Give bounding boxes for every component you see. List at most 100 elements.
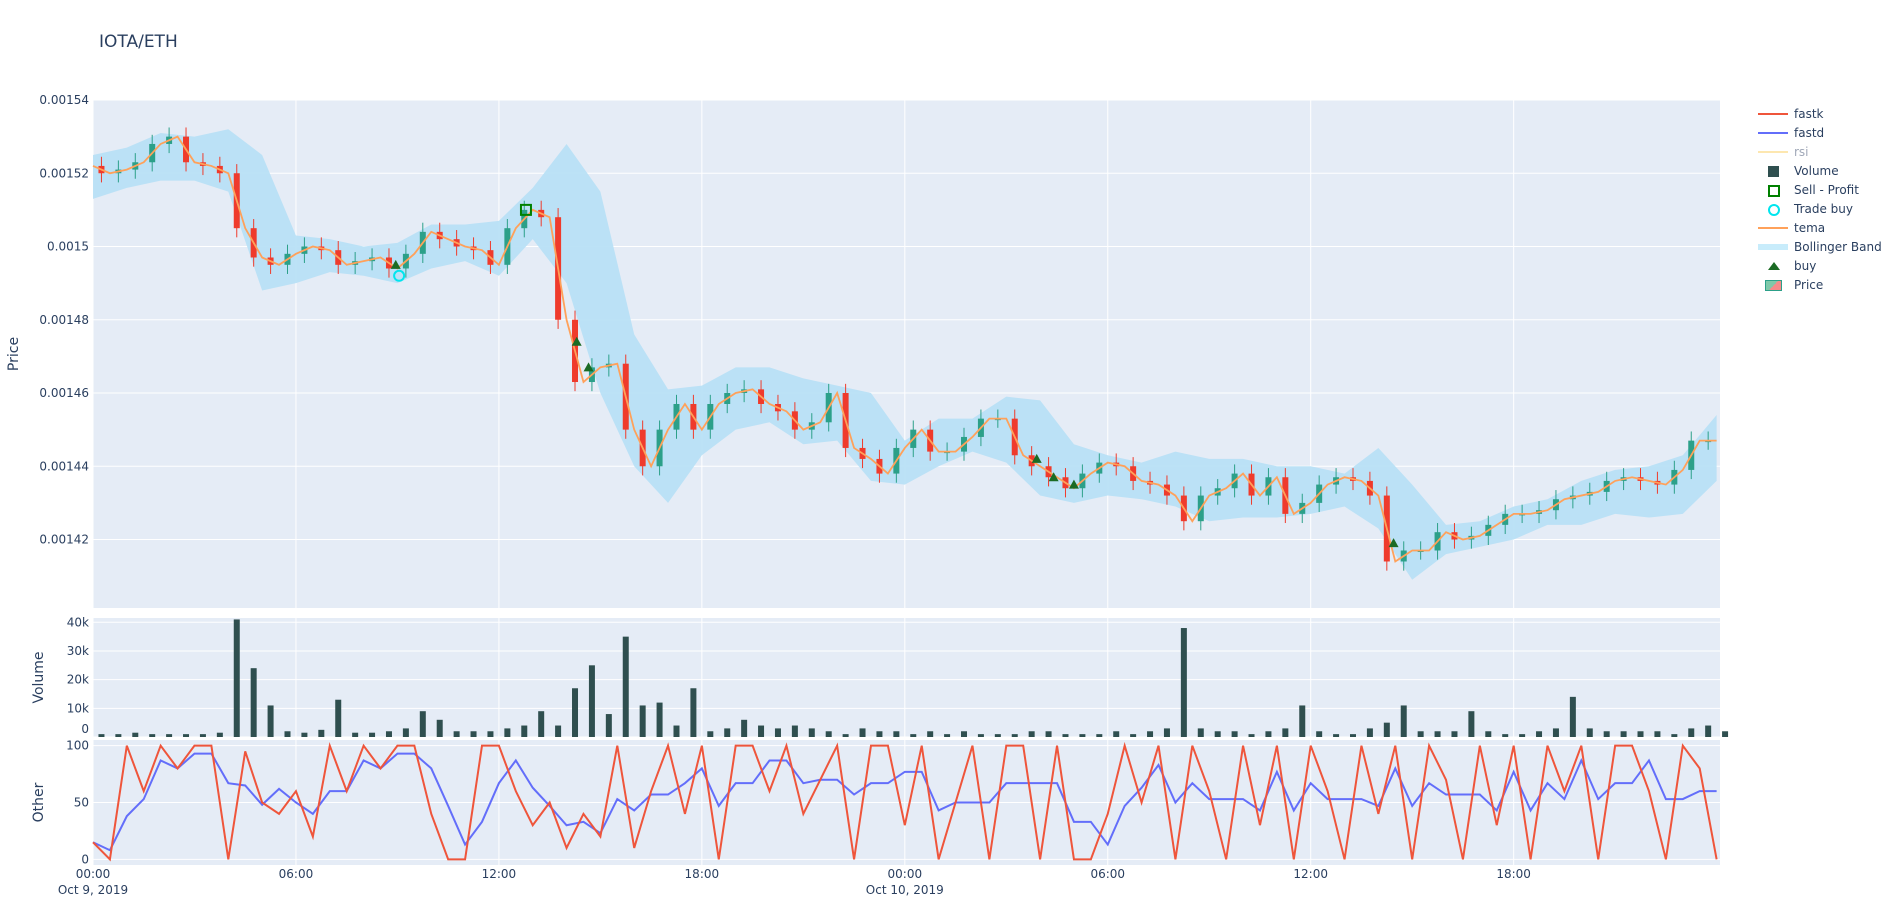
x-tick-sublabel: Oct 10, 2019: [866, 883, 944, 897]
volume-bar: [1045, 731, 1052, 737]
volume-bar: [132, 732, 139, 737]
volume-bar: [1333, 734, 1340, 737]
volume-bar: [1231, 731, 1238, 737]
y-tick-label: 40k: [67, 615, 89, 629]
fastd-line: [92, 752, 1717, 852]
volume-bar: [1536, 731, 1543, 737]
volume-bar: [1654, 731, 1661, 737]
volume-bar: [487, 731, 494, 737]
y-tick-label: 30k: [67, 644, 89, 658]
legend-item-rsi[interactable]: rsi: [1758, 142, 1882, 161]
volume-bar: [538, 711, 545, 737]
legend-item-trade-buy[interactable]: Trade buy: [1758, 199, 1882, 218]
volume-bar: [216, 732, 223, 737]
legend-item-sell-profit[interactable]: Sell - Profit: [1758, 180, 1882, 199]
volume-bar: [1316, 731, 1323, 737]
square-open-icon: [1758, 183, 1788, 197]
volume-bar: [335, 699, 342, 737]
volume-bar: [1417, 731, 1424, 737]
trade-buy-marker: [393, 269, 406, 282]
volume-bar: [741, 719, 748, 737]
tema-line: [92, 135, 1717, 563]
fastk-line: [92, 741, 1718, 862]
volume-bar: [893, 731, 900, 737]
y-tick-label: 0.00154: [39, 93, 89, 107]
volume-bar: [1620, 731, 1627, 737]
legend-label: Trade buy: [1794, 201, 1853, 216]
legend-label: fastd: [1794, 125, 1825, 140]
volume-bar: [977, 734, 984, 737]
volume-bar: [1671, 734, 1678, 737]
volume-bar: [961, 731, 968, 737]
volume-bar: [149, 734, 156, 737]
volume-bar: [1180, 628, 1187, 737]
volume-bar: [673, 725, 680, 737]
x-tick-label: 18:00: [685, 867, 720, 881]
volume-bar: [1705, 725, 1712, 737]
legend-label: buy: [1794, 258, 1817, 273]
volume-bar: [876, 731, 883, 737]
buy-marker: [1388, 538, 1399, 548]
volume-bar: [1113, 731, 1120, 737]
volume-bar: [98, 734, 105, 737]
volume-bar: [572, 688, 579, 737]
y-tick-label: 0.00152: [39, 166, 89, 180]
buy-marker: [571, 336, 582, 346]
volume-bar: [1197, 728, 1204, 737]
legend-label: Price: [1794, 277, 1824, 292]
volume-bar: [910, 734, 917, 737]
volume-bar: [267, 705, 274, 737]
y-tick-label: 50: [74, 796, 89, 810]
y-tick-label: 0.00142: [39, 533, 89, 547]
volume-bar: [1248, 734, 1255, 737]
x-tick-sublabel: Oct 9, 2019: [58, 883, 128, 897]
square-icon: [1758, 164, 1788, 178]
x-tick-label: 18:00: [1496, 867, 1531, 881]
candle-icon: [1758, 278, 1788, 292]
y-tick-label: 0.0015: [47, 240, 89, 254]
volume-bar: [555, 725, 562, 737]
y-tick-label: 10k: [67, 701, 89, 715]
volume-bar: [825, 731, 832, 737]
legend-item-fastd[interactable]: fastd: [1758, 123, 1882, 142]
line-icon: [1758, 107, 1788, 121]
volume-bar: [944, 734, 951, 737]
x-tick-label: 00:00: [76, 867, 111, 881]
legend-item-volume[interactable]: Volume: [1758, 161, 1882, 180]
volume-bar: [656, 702, 663, 737]
volume-bar: [1451, 731, 1458, 737]
volume-bar: [1400, 705, 1407, 737]
volume-bar: [453, 731, 460, 737]
y-axis-title: Other: [31, 782, 47, 822]
volume-bar: [1485, 731, 1492, 737]
volume-bar: [250, 668, 257, 737]
volume-bar: [436, 719, 443, 737]
volume-bar: [588, 665, 595, 737]
bollinger-band: [93, 129, 1717, 580]
buy-marker: [1068, 479, 1079, 489]
legend-item-buy[interactable]: buy: [1758, 256, 1882, 275]
legend-item-bollinger-band[interactable]: Bollinger Band: [1758, 237, 1882, 256]
legend-item-price[interactable]: Price: [1758, 275, 1882, 294]
legend-item-tema[interactable]: tema: [1758, 218, 1882, 237]
volume-bar: [318, 729, 325, 737]
line-icon: [1758, 221, 1788, 235]
volume-bar: [301, 732, 308, 737]
volume-bar: [504, 728, 511, 737]
volume-bar: [1722, 731, 1729, 737]
volume-bar: [1383, 722, 1390, 737]
volume-bar: [1688, 728, 1695, 737]
volume-bar: [1163, 728, 1170, 737]
volume-bar: [166, 734, 173, 737]
plot-area-1: [93, 618, 1720, 737]
volume-bar: [639, 705, 646, 737]
buy-marker: [390, 259, 401, 269]
volume-bar: [183, 734, 190, 737]
volume-bar: [927, 731, 934, 737]
volume-bar: [115, 734, 122, 737]
legend-label: Volume: [1794, 163, 1839, 178]
legend-item-fastk[interactable]: fastk: [1758, 104, 1882, 123]
y-tick-label: 100: [66, 739, 89, 753]
volume-bar: [1502, 734, 1509, 737]
